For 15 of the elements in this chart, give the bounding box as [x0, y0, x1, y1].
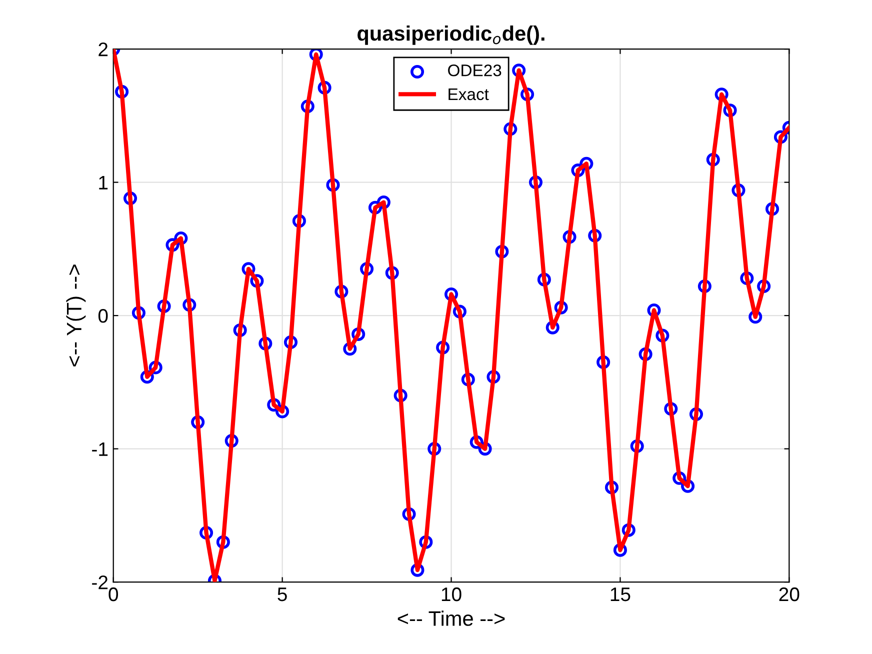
x-axis-title: <-- Time -->: [398, 610, 505, 626]
x-tick-label: 5: [278, 588, 287, 602]
y-tick-label: -2: [92, 576, 108, 590]
y-tick-label: 0: [98, 309, 108, 323]
x-tick-label: 10: [442, 587, 462, 602]
y-tick-label: -1: [92, 442, 108, 456]
legend-label: ODE23: [448, 64, 502, 76]
x-tick-label: 15: [610, 588, 630, 602]
legend-label: Exact: [448, 88, 489, 100]
x-tick-label: 20: [779, 587, 800, 602]
y-tick-label: 1: [99, 176, 108, 190]
y-axis-title: <-- Y(T) -->: [66, 264, 86, 366]
x-tick-label: 0: [108, 587, 118, 602]
chart-title: quasiperiodic$_{o}$de().: [358, 26, 544, 45]
y-tick-label: 2: [98, 42, 108, 56]
